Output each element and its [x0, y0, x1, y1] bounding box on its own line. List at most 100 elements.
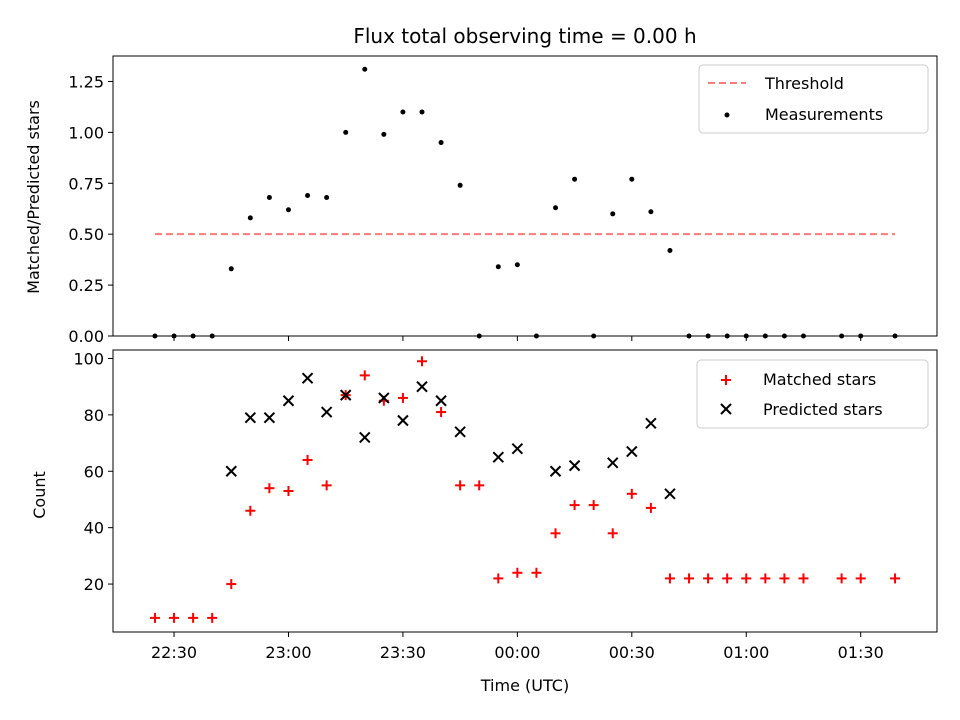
matched-stars-point — [436, 407, 447, 418]
matched-stars-point — [493, 573, 504, 584]
top-legend: Threshold Measurements — [698, 64, 929, 134]
x-tick-label: 01:00 — [723, 643, 769, 662]
predicted-stars-point — [339, 389, 352, 401]
measurement-point — [438, 140, 444, 146]
measurement-point — [419, 109, 425, 115]
matched-stars-point — [359, 370, 370, 381]
predicted-stars-point — [492, 451, 505, 463]
matched-stars-point — [760, 573, 771, 584]
x-axis-label: Time (UTC) — [480, 676, 569, 695]
matched-stars-point — [321, 480, 332, 491]
matched-stars-point — [531, 567, 542, 578]
matched-stars-point — [397, 392, 408, 403]
matched-stars-point — [417, 356, 427, 367]
bottom-legend: Matched stars Predicted stars — [696, 359, 929, 429]
matched-stars-point — [149, 612, 160, 623]
matched-stars-point — [474, 480, 485, 491]
measurement-point — [400, 109, 406, 115]
matched-stars-point — [512, 567, 523, 578]
matched-stars-point — [226, 579, 237, 590]
top-y-tick-label: 0.25 — [68, 276, 104, 295]
predicted-stars-point — [320, 406, 333, 418]
matched-stars-point — [836, 573, 847, 584]
predicted-stars-point — [626, 445, 638, 458]
measurement-point — [324, 195, 330, 201]
matched-stars-point — [245, 505, 256, 516]
measurement-point — [495, 264, 501, 270]
predicted-stars-point — [225, 465, 237, 477]
matched-stars-point — [188, 612, 199, 623]
bottom-y-tick-label: 100 — [73, 349, 104, 368]
top-y-tick-label: 1.00 — [68, 123, 104, 142]
bottom-plot-marks — [149, 356, 901, 623]
bottom-y-axis-label: Count — [30, 471, 49, 519]
predicted-stars-point — [568, 459, 581, 472]
top-y-axis-label: Matched/Predicted stars — [24, 100, 43, 294]
predicted-stars-point — [282, 395, 295, 407]
predicted-stars-point — [263, 411, 276, 424]
measurement-point — [343, 129, 349, 135]
top-plot-frame — [112, 55, 938, 337]
predicted-stars-point — [244, 411, 257, 424]
matched-stars-point — [169, 612, 180, 623]
measurement-point — [228, 266, 234, 272]
bottom-y-tick-label: 40 — [84, 519, 104, 538]
matched-stars-point — [703, 573, 714, 584]
matched-stars-point — [779, 573, 790, 584]
matched-stars-point — [855, 573, 866, 584]
measurement-point — [667, 247, 673, 253]
x-tick-label: 23:30 — [380, 643, 426, 662]
top-y-tick-label: 0.75 — [68, 174, 104, 193]
top-axis-ticks: 0.00 0.25 0.50 0.75 1.00 1.25 — [68, 72, 862, 346]
bottom-y-tick-label: 80 — [84, 406, 104, 425]
measurement-point — [648, 209, 654, 215]
top-subplot-title: Flux total observing time = 0.00 h — [353, 24, 696, 48]
predicted-stars-point — [645, 417, 657, 430]
matched-stars-point — [684, 573, 695, 584]
x-tick-label: 01:30 — [838, 643, 884, 662]
matched-stars-point — [798, 573, 809, 584]
measurements-legend-swatch — [724, 112, 730, 118]
predicted-stars-point — [454, 426, 466, 438]
matched-stars-point — [645, 502, 656, 513]
measurement-point — [610, 211, 616, 217]
top-subplot: Flux total observing time = 0.00 h Match… — [24, 24, 938, 346]
measurement-point — [305, 192, 311, 198]
matched-stars-point — [890, 573, 901, 584]
matched-stars-point — [264, 483, 275, 494]
top-plot-marks — [152, 66, 898, 339]
matched-stars-point — [741, 573, 752, 584]
matched-stars-point — [722, 573, 733, 584]
top-y-tick-label: 0.50 — [68, 225, 104, 244]
bottom-y-tick-label: 20 — [84, 575, 104, 594]
threshold-legend-label: Threshold — [764, 74, 844, 93]
measurement-point — [629, 176, 635, 182]
predicted-stars-point — [378, 392, 390, 404]
x-tick-label: 00:00 — [494, 643, 540, 662]
matched-stars-point — [283, 486, 294, 496]
matched-stars-point — [550, 528, 561, 539]
predicted-stars-point — [397, 414, 409, 427]
x-tick-label: 00:30 — [609, 643, 655, 662]
measurement-point — [553, 205, 559, 211]
predicted-stars-point — [301, 372, 314, 384]
bottom-subplot: Count Time (UTC) 20 40 60 80 100 22:30 23:00 23… — [30, 349, 938, 695]
matched-stars-point — [588, 500, 599, 511]
matched-stars-point — [455, 480, 466, 491]
predicted-stars-point — [511, 442, 524, 455]
matched-stars-point — [207, 612, 218, 623]
bottom-plot-frame — [112, 349, 938, 633]
measurement-point — [247, 215, 253, 221]
measurements-legend-label: Measurements — [765, 105, 883, 124]
matched-stars-legend-label: Matched stars — [763, 370, 876, 389]
predicted-stars-legend-swatch — [720, 403, 732, 415]
measurement-point — [362, 66, 368, 72]
predicted-stars-legend-label: Predicted stars — [763, 400, 883, 419]
measurement-point — [514, 262, 520, 268]
predicted-stars-point — [435, 395, 447, 407]
x-tick-label: 23:00 — [265, 643, 311, 662]
matched-stars-point — [607, 528, 618, 539]
matched-stars-point — [664, 573, 675, 584]
predicted-stars-point — [607, 457, 619, 469]
